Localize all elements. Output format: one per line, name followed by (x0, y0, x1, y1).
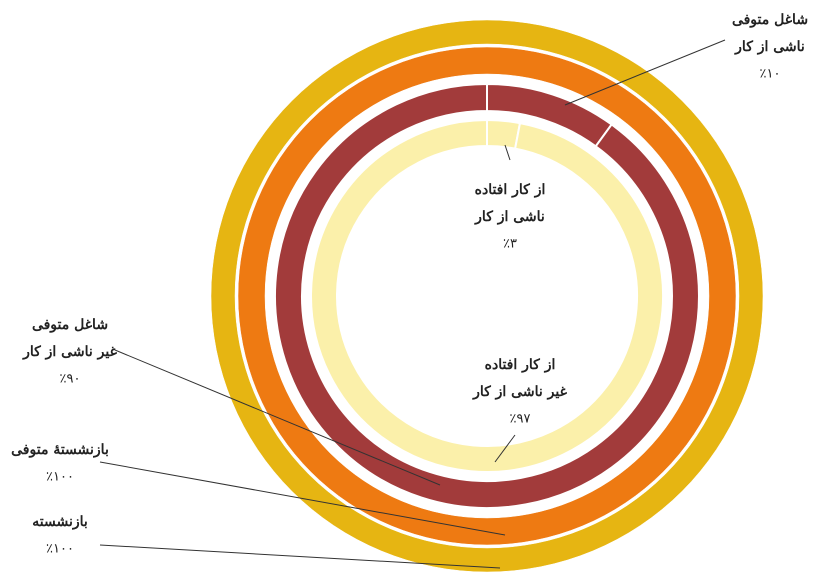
segment-label: از کار افتاده (475, 182, 546, 198)
leader-line (99, 544, 501, 569)
ring-segment (237, 46, 737, 546)
segment-label: ٪۱۰۰ (46, 542, 74, 557)
segment-label: بازنشستهٔ متوفی (11, 442, 109, 458)
leader-line (114, 349, 441, 486)
segment-label: ناشی از کار (474, 209, 545, 225)
segment-label: ٪۳ (503, 237, 517, 252)
leader-line (564, 39, 726, 106)
leader-line (494, 434, 516, 463)
ring-segment (274, 82, 700, 509)
segment-label: غیر ناشی از کار (22, 344, 117, 360)
segment-label: ناشی از کار (734, 39, 805, 55)
segment-label: از کار افتاده (485, 357, 556, 373)
leader-line (504, 144, 511, 161)
segment-label: ٪۹۷ (510, 412, 531, 427)
segment-label: شاغل متوفی (32, 317, 108, 333)
ring-segment (210, 19, 764, 573)
segment-label: ٪۱۰ (760, 67, 781, 82)
segment-label: غیر ناشی از کار (472, 384, 567, 400)
segment-label: ٪۹۰ (60, 372, 81, 387)
segment-label: ٪۱۰۰ (46, 470, 74, 485)
segment-label: شاغل متوفی (732, 12, 808, 28)
leader-line (99, 461, 506, 536)
segment-label: بازنشسته (32, 514, 88, 530)
ring-segment (310, 118, 664, 473)
